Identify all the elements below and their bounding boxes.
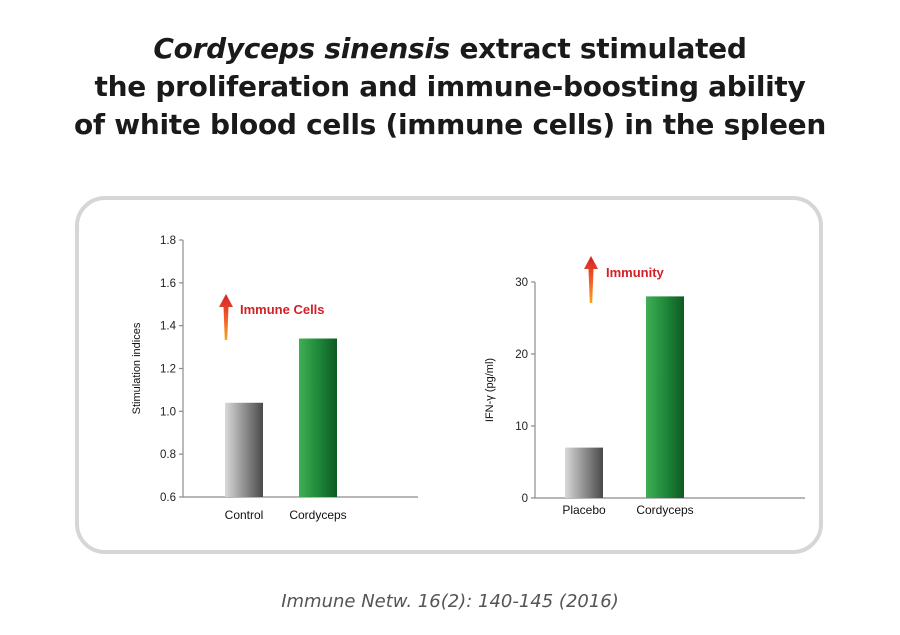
y-tick-label: 1.6	[160, 278, 176, 290]
title-line-3: of white blood cells (immune cells) in t…	[74, 108, 826, 141]
up-arrow-icon	[219, 294, 233, 340]
bar-cordyceps	[646, 296, 684, 498]
annotation-label: Immunity	[606, 265, 665, 280]
title-line-2: the proliferation and immune-boosting ab…	[94, 70, 806, 103]
y-axis-title: Stimulation indices	[131, 322, 143, 414]
x-category-label: Cordyceps	[289, 508, 346, 522]
citation: Immune Netw. 16(2): 140-145 (2016)	[281, 591, 619, 612]
y-tick-label: 0.8	[160, 449, 176, 461]
bar-control	[225, 402, 263, 497]
y-tick-label: 1.2	[160, 364, 176, 376]
y-tick-label: 0.6	[160, 492, 176, 504]
title-line-1-rest: extract stimulated	[450, 32, 747, 65]
title-species: Cordyceps sinensis	[153, 32, 450, 65]
x-category-label: Placebo	[562, 503, 606, 517]
annotation-label: Immune Cells	[240, 302, 325, 317]
bar-cordyceps	[299, 338, 337, 497]
x-category-label: Cordyceps	[636, 503, 693, 517]
chart-panel	[75, 196, 823, 554]
x-category-label: Control	[225, 508, 264, 522]
bar-placebo	[565, 447, 603, 498]
page-title: Cordyceps sinensis extract stimulated th…	[0, 30, 900, 144]
y-tick-label: 1.8	[160, 235, 176, 247]
up-arrow-icon	[584, 256, 598, 303]
title-line-1: Cordyceps sinensis extract stimulated	[0, 30, 900, 68]
y-tick-label: 20	[515, 349, 528, 361]
y-tick-label: 10	[515, 421, 528, 433]
y-tick-label: 30	[515, 277, 528, 289]
y-axis-title: IFN-γ (pg/ml)	[484, 358, 496, 422]
y-tick-label: 1.4	[160, 321, 177, 333]
y-tick-label: 1.0	[160, 406, 176, 418]
y-tick-label: 0	[522, 493, 528, 505]
